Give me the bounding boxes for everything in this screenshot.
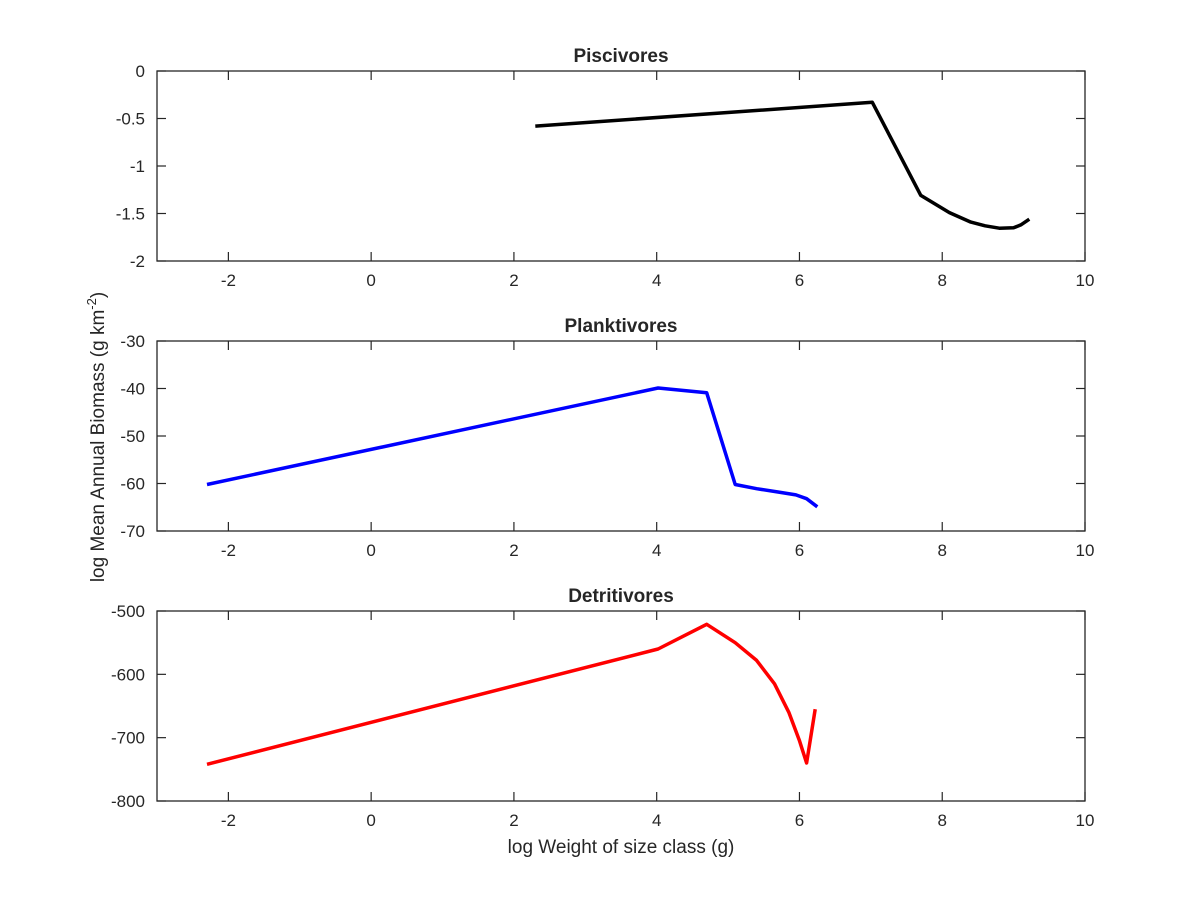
y-tick-label: -600 bbox=[111, 665, 145, 684]
series-line bbox=[206, 386, 819, 509]
x-tick-label: 4 bbox=[652, 271, 661, 290]
x-tick-label: -2 bbox=[221, 271, 236, 290]
y-tick-label: -0.5 bbox=[116, 110, 145, 129]
x-axis-label: log Weight of size class (g) bbox=[508, 837, 735, 858]
axes-box bbox=[156, 610, 1086, 802]
panel-title: Detritivores bbox=[568, 586, 674, 607]
y-tick-label: 0 bbox=[136, 62, 145, 81]
y-tick-label: -60 bbox=[120, 475, 145, 494]
x-tick-label: 6 bbox=[795, 811, 804, 830]
x-tick-label: -2 bbox=[221, 811, 236, 830]
x-tick-label: 8 bbox=[937, 541, 946, 560]
x-tick-label: 10 bbox=[1076, 811, 1095, 830]
panel-title: Piscivores bbox=[573, 46, 668, 67]
series-line bbox=[535, 100, 1031, 230]
y-tick-label: -1 bbox=[130, 157, 145, 176]
panel-planktivores: Planktivores -2 0 2 4 6 8 10 -30 -40 -50 -60 -70 bbox=[120, 316, 1094, 560]
x-tick-label: 6 bbox=[795, 541, 804, 560]
x-tick-label: 0 bbox=[366, 271, 375, 290]
x-tick-label: 8 bbox=[937, 271, 946, 290]
axes-box bbox=[156, 340, 1086, 532]
y-tick-label: -70 bbox=[120, 522, 145, 541]
x-tick-label: 10 bbox=[1076, 271, 1095, 290]
y-tick-label: -800 bbox=[111, 792, 145, 811]
y-tick-label: -700 bbox=[111, 729, 145, 748]
y-tick-label: -1.5 bbox=[116, 205, 145, 224]
x-tick-label: 8 bbox=[937, 811, 946, 830]
panel-detritivores: Detritivores -2 0 2 4 6 8 10 -500 -600 -700 -800 bbox=[111, 586, 1094, 830]
x-tick-label: 6 bbox=[795, 271, 804, 290]
y-tick-label: -40 bbox=[120, 380, 145, 399]
axes-box bbox=[156, 70, 1086, 262]
x-tick-label: 0 bbox=[366, 541, 375, 560]
x-tick-label: 0 bbox=[366, 811, 375, 830]
x-tick-label: 4 bbox=[652, 541, 661, 560]
series-line bbox=[206, 622, 817, 766]
x-tick-label: 2 bbox=[509, 811, 518, 830]
y-axis-label: log Mean Annual Biomass (g km-2) bbox=[84, 292, 109, 582]
panel-title: Planktivores bbox=[565, 316, 678, 337]
y-tick-label: -2 bbox=[130, 252, 145, 271]
y-tick-label: -30 bbox=[120, 332, 145, 351]
x-tick-label: 4 bbox=[652, 811, 661, 830]
x-tick-label: 2 bbox=[509, 541, 518, 560]
y-tick-label: -50 bbox=[120, 427, 145, 446]
x-tick-label: -2 bbox=[221, 541, 236, 560]
panel-piscivores: Piscivores -2 0 2 4 6 8 10 0 -0.5 -1 -1.5 -2 bbox=[116, 46, 1095, 290]
x-tick-label: 2 bbox=[509, 271, 518, 290]
y-tick-label: -500 bbox=[111, 602, 145, 621]
x-tick-label: 10 bbox=[1076, 541, 1095, 560]
